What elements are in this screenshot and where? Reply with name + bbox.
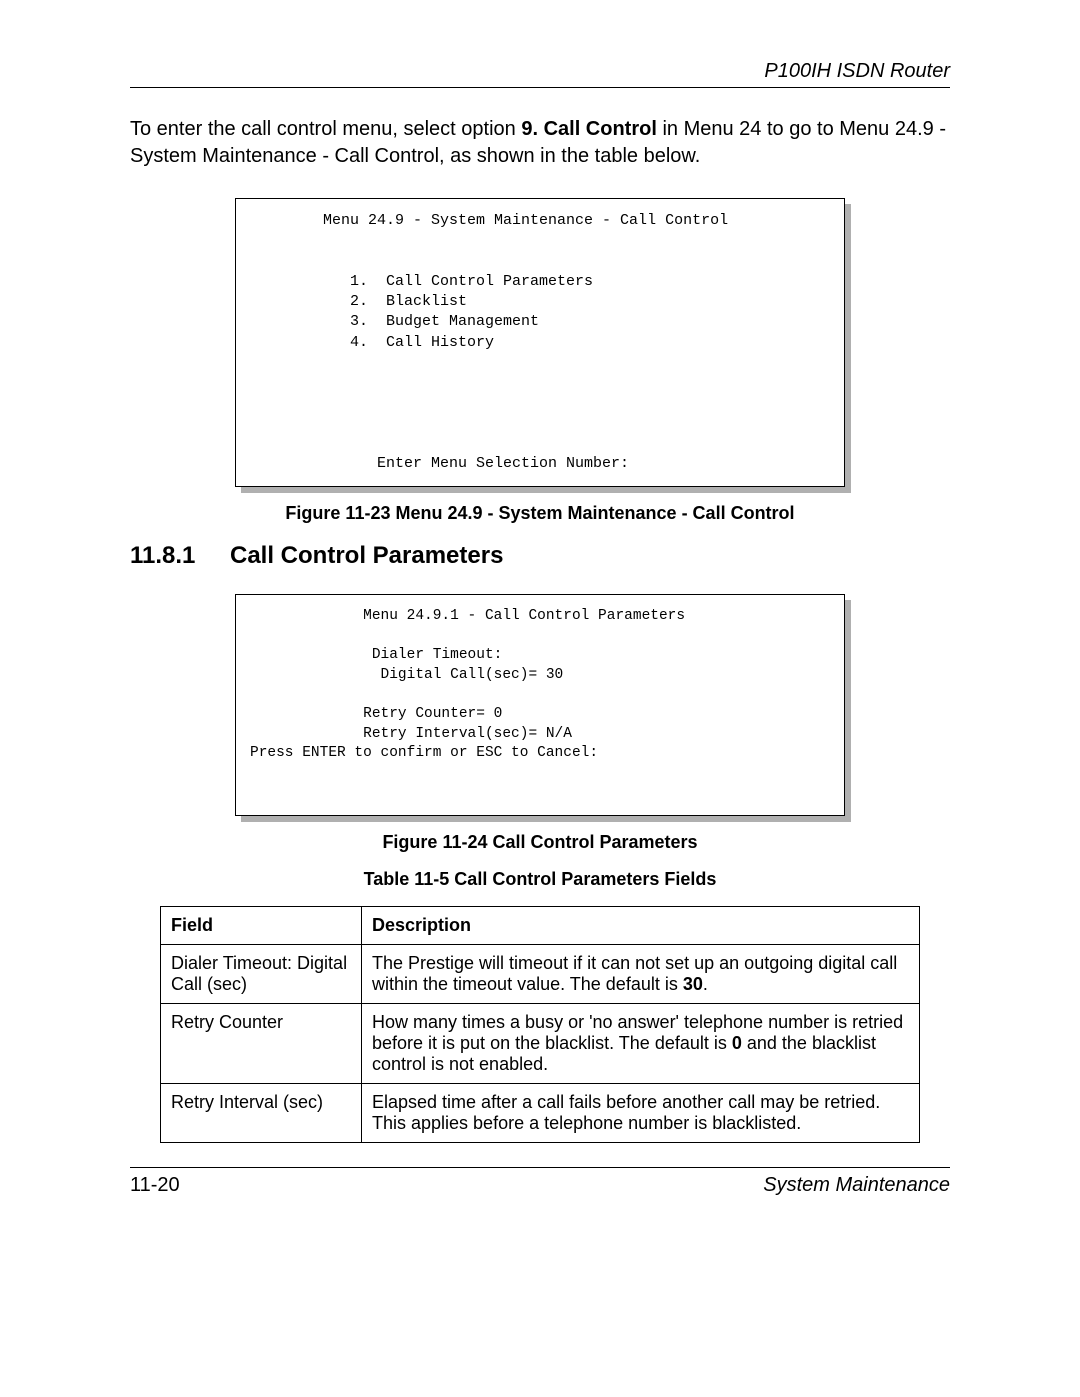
table-header-row: Field Description xyxy=(161,906,920,944)
intro-option-bold: 9. Call Control xyxy=(521,118,657,140)
desc-bold: 0 xyxy=(732,1033,742,1053)
footer-rule: 11-20 System Maintenance xyxy=(130,1167,950,1197)
footer-section-name: System Maintenance xyxy=(763,1174,950,1197)
table-cell-description: Elapsed time after a call fails before a… xyxy=(362,1083,920,1142)
terminal-1-wrap: Menu 24.9 - System Maintenance - Call Co… xyxy=(130,198,950,487)
table-cell-description: How many times a busy or 'no answer' tel… xyxy=(362,1003,920,1083)
fields-table: Field Description Dialer Timeout: Digita… xyxy=(160,906,920,1143)
table-header-description: Description xyxy=(362,906,920,944)
table-cell-field: Retry Interval (sec) xyxy=(161,1083,362,1142)
section-title: Call Control Parameters xyxy=(230,542,503,569)
table-cell-field: Retry Counter xyxy=(161,1003,362,1083)
section-heading: 11.8.1Call Control Parameters xyxy=(130,542,950,570)
table-header-field: Field xyxy=(161,906,362,944)
footer-page-number: 11-20 xyxy=(130,1174,180,1197)
figure-23-caption: Figure 11-23 Menu 24.9 - System Maintena… xyxy=(130,503,950,524)
desc-text: Elapsed time after a call fails before a… xyxy=(372,1092,880,1133)
desc-text: The Prestige will timeout if it can not … xyxy=(372,953,897,994)
desc-bold: 30 xyxy=(683,974,703,994)
table-row: Dialer Timeout: Digital Call (sec)The Pr… xyxy=(161,944,920,1003)
table-row: Retry CounterHow many times a busy or 'n… xyxy=(161,1003,920,1083)
terminal-1: Menu 24.9 - System Maintenance - Call Co… xyxy=(235,198,845,487)
header-rule: P100IH ISDN Router xyxy=(130,60,950,88)
table-caption: Table 11-5 Call Control Parameters Field… xyxy=(130,869,950,890)
terminal-1-inner: Menu 24.9 - System Maintenance - Call Co… xyxy=(235,198,845,487)
terminal-2: Menu 24.9.1 - Call Control Parameters Di… xyxy=(235,594,845,816)
terminal-2-wrap: Menu 24.9.1 - Call Control Parameters Di… xyxy=(130,594,950,816)
page: P100IH ISDN Router To enter the call con… xyxy=(0,0,1080,1397)
figure-24-caption: Figure 11-24 Call Control Parameters xyxy=(130,832,950,853)
intro-paragraph: To enter the call control menu, select o… xyxy=(130,116,950,170)
table-cell-description: The Prestige will timeout if it can not … xyxy=(362,944,920,1003)
table-cell-field: Dialer Timeout: Digital Call (sec) xyxy=(161,944,362,1003)
intro-prefix: To enter the call control menu, select o… xyxy=(130,118,521,140)
terminal-2-inner: Menu 24.9.1 - Call Control Parameters Di… xyxy=(235,594,845,816)
table-row: Retry Interval (sec)Elapsed time after a… xyxy=(161,1083,920,1142)
doc-title: P100IH ISDN Router xyxy=(130,60,950,83)
section-number: 11.8.1 xyxy=(130,542,230,570)
desc-text-after: . xyxy=(703,974,708,994)
